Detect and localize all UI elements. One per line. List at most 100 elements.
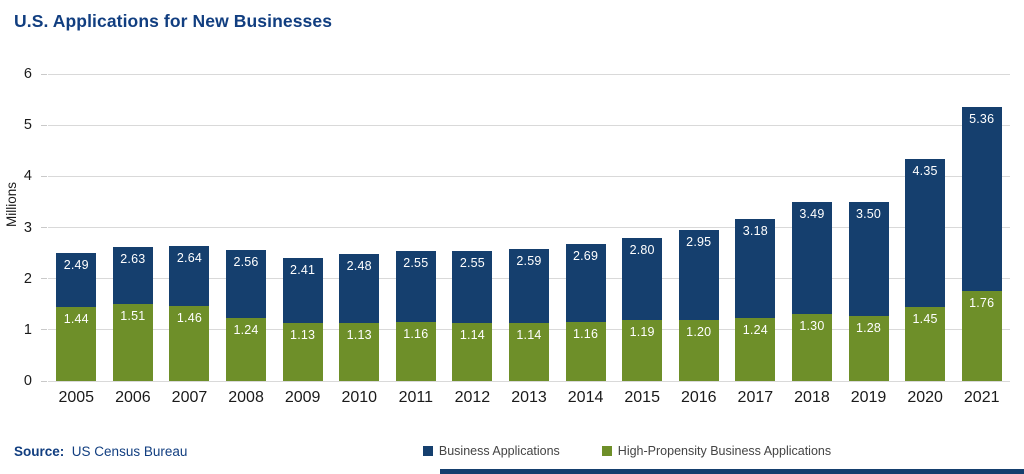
bar-group-2019: 3.50 1.28 [840, 202, 897, 381]
legend-item-0: Business Applications [422, 444, 560, 458]
x-tick-label-2015: 2015 [624, 389, 660, 406]
bar-segment-high-propensity-2019: 1.28 [848, 316, 889, 381]
value-label-business-2020: 4.35 [912, 164, 938, 178]
bar-segment-high-propensity-2011: 1.16 [395, 322, 436, 381]
x-tick-label-2010: 2010 [341, 389, 378, 406]
y-tick-label-1: 1 [23, 321, 32, 338]
bar-group-2016: 2.95 1.20 [670, 230, 727, 381]
value-label-high-propensity-2012: 1.14 [459, 328, 485, 342]
value-label-high-propensity-2006: 1.51 [120, 309, 146, 323]
bar-segment-high-propensity-2018: 1.30 [791, 314, 832, 381]
y-tick-mark-5 [41, 124, 47, 126]
bar-segment-business-2017: 3.18 [735, 219, 776, 318]
value-label-business-2014: 2.69 [572, 249, 599, 263]
value-label-business-2013: 2.59 [516, 254, 542, 268]
bar-segment-business-2016: 2.95 [678, 230, 719, 320]
value-label-high-propensity-2018: 1.30 [799, 319, 825, 333]
y-tick-label-0: 0 [23, 373, 32, 389]
value-label-business-2021: 5.36 [969, 112, 995, 126]
value-label-high-propensity-2009: 1.13 [290, 328, 316, 342]
y-axis: 0 1 2 3 4 5 6 [0, 66, 40, 389]
bar-segment-high-propensity-2015: 1.19 [622, 320, 663, 381]
x-tick-label-2016: 2016 [680, 389, 717, 406]
bar-segment-business-2011: 2.55 [395, 251, 436, 322]
value-label-business-2015: 2.80 [629, 243, 655, 257]
legend-label: Business Applications [438, 444, 560, 458]
y-tick-label-3: 3 [23, 219, 32, 236]
x-tick-label-2012: 2012 [454, 389, 491, 406]
y-tick-label-2: 2 [23, 270, 32, 287]
value-label-high-propensity-2015: 1.19 [629, 325, 655, 339]
value-label-high-propensity-2010: 1.13 [346, 328, 372, 342]
bar-segment-business-2012: 2.55 [452, 251, 493, 323]
bar-segment-high-propensity-2020: 1.45 [905, 307, 946, 381]
value-label-high-propensity-2007: 1.46 [176, 311, 203, 325]
bar-group-2006: 2.63 1.51 [105, 247, 162, 381]
bar-group-2010: 2.48 1.13 [331, 254, 388, 381]
bar-segment-business-2018: 3.49 [791, 202, 832, 314]
y-tick-mark-1 [41, 329, 47, 331]
bar-group-2020: 4.35 1.45 [897, 159, 954, 381]
y-tick-mark-0 [41, 380, 47, 382]
bar-segment-high-propensity-2008: 1.24 [226, 318, 267, 381]
y-tick-label-4: 4 [23, 168, 32, 185]
bar-segment-business-2019: 3.50 [848, 202, 889, 316]
bar-segment-business-2005: 2.49 [56, 253, 97, 307]
bar-group-2011: 2.55 1.16 [388, 251, 445, 381]
value-label-business-2019: 3.50 [855, 207, 882, 221]
legend-item-1: High-Propensity Business Applications [601, 444, 832, 458]
y-tick-mark-6 [41, 73, 47, 75]
value-label-business-2011: 2.55 [403, 256, 429, 270]
x-tick-label-2018: 2018 [794, 389, 830, 406]
gridline-5 [48, 124, 1010, 126]
value-label-business-2016: 2.95 [686, 235, 712, 249]
bar-group-2013: 2.59 1.14 [501, 249, 558, 381]
x-tick-label-2020: 2020 [907, 389, 943, 406]
source-note: Source: US Census Bureau [14, 444, 187, 459]
value-label-business-2018: 3.49 [799, 207, 825, 221]
value-label-business-2012: 2.55 [459, 256, 485, 270]
gridline-3 [48, 227, 1010, 228]
x-tick-label-2011: 2011 [398, 389, 434, 406]
y-tick-mark-4 [41, 175, 47, 177]
value-label-high-propensity-2019: 1.28 [855, 321, 882, 335]
bar-group-2017: 3.18 1.24 [727, 219, 784, 381]
value-label-business-2009: 2.41 [290, 263, 316, 277]
bar-segment-business-2010: 2.48 [339, 254, 380, 323]
bar-segment-high-propensity-2014: 1.16 [565, 322, 606, 381]
legend: Business Applications High-Propensity Bus… [230, 441, 1024, 461]
y-tick-mark-2 [41, 278, 47, 280]
chart-title: U.S. Applications for New Businesses [14, 11, 333, 31]
value-label-business-2006: 2.63 [120, 252, 146, 266]
bar-segment-business-2015: 2.80 [622, 238, 663, 320]
plot-area: 2.49 1.44 2.63 1.51 2.64 1.46 2.56 1.24 2.41 1.13… [41, 73, 1010, 382]
bar-group-2018: 3.49 1.30 [784, 202, 841, 381]
bar-segment-high-propensity-2016: 1.20 [678, 320, 719, 381]
bar-group-2021: 5.36 1.76 [953, 107, 1010, 381]
bar-segment-business-2021: 5.36 [961, 107, 1002, 291]
x-tick-label-2021: 2021 [963, 389, 1000, 406]
gridline-6 [48, 73, 1010, 75]
x-tick-label-2014: 2014 [567, 389, 604, 406]
value-label-high-propensity-2008: 1.24 [233, 323, 259, 337]
x-tick-label-2006: 2006 [115, 389, 151, 406]
value-label-high-propensity-2020: 1.45 [912, 312, 938, 326]
bar-segment-high-propensity-2009: 1.13 [282, 323, 323, 381]
legend-swatch-icon [422, 446, 433, 456]
source-value: US Census Bureau [71, 444, 188, 459]
x-tick-label-2007: 2007 [171, 389, 208, 406]
bottom-accent-bar [440, 469, 1024, 474]
value-label-business-2008: 2.56 [233, 255, 259, 269]
y-tick-label-5: 5 [23, 117, 32, 134]
bar-segment-business-2007: 2.64 [169, 246, 210, 306]
legend-swatch-icon [601, 446, 612, 456]
gridline-4 [48, 175, 1010, 177]
bar-segment-business-2008: 2.56 [226, 250, 267, 318]
bar-segment-business-2014: 2.69 [565, 244, 606, 322]
bar-segment-high-propensity-2013: 1.14 [508, 323, 549, 381]
bar-group-2005: 2.49 1.44 [48, 253, 105, 381]
x-tick-label-2013: 2013 [511, 389, 547, 406]
bar-segment-business-2006: 2.63 [112, 247, 153, 304]
y-tick-label-6: 6 [23, 66, 32, 82]
legend-label: High-Propensity Business Applications [617, 444, 832, 458]
